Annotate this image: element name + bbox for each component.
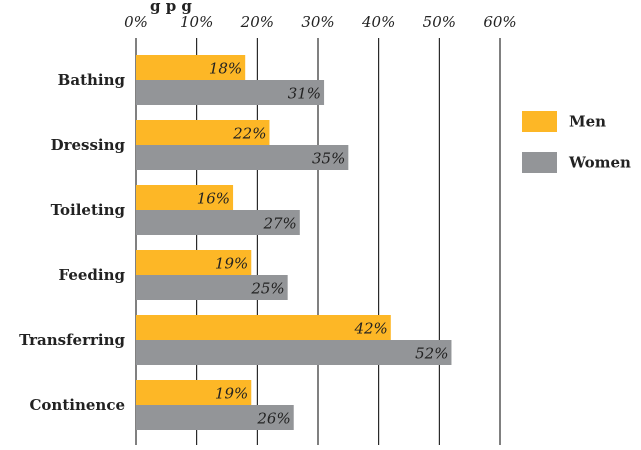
bar-men: [136, 315, 391, 340]
data-label: 22%: [232, 125, 266, 143]
data-label: 19%: [215, 385, 248, 403]
bar-men: [136, 250, 252, 275]
category-label: Transferring: [19, 331, 125, 349]
category-label: Bathing: [58, 71, 126, 89]
x-tick-label: 30%: [301, 13, 334, 31]
data-label: 31%: [288, 85, 321, 103]
data-label: 42%: [353, 320, 387, 338]
chart-title-fragment: g p g: [150, 0, 192, 15]
bar-women: [136, 80, 325, 105]
bar-men: [136, 380, 252, 405]
x-tick-label: 0%: [124, 13, 148, 31]
data-label: 19%: [215, 255, 248, 273]
bar-women: [136, 275, 288, 300]
data-label: 35%: [312, 150, 345, 168]
category-label: Feeding: [59, 266, 126, 284]
data-label: 18%: [209, 60, 242, 78]
x-tick-label: 10%: [180, 13, 213, 31]
category-label: Dressing: [51, 136, 126, 154]
bar-men: [136, 120, 270, 145]
data-label: 25%: [250, 280, 284, 298]
x-axis-ticks: 0% 10% 20% 30% 40% 50% 60%: [124, 13, 517, 31]
data-label: 26%: [256, 410, 290, 428]
legend-label: Women: [568, 154, 631, 172]
x-tick-label: 50%: [423, 13, 456, 31]
gridlines: [135, 38, 501, 445]
category-label: Toileting: [51, 201, 126, 219]
bar-women: [136, 340, 452, 365]
x-tick-label: 60%: [483, 13, 516, 31]
data-label: 52%: [415, 345, 448, 363]
legend: Men Women: [522, 111, 631, 173]
bar-men: [136, 185, 234, 210]
data-label: 27%: [262, 215, 296, 233]
x-tick-label: 40%: [361, 13, 395, 31]
category-labels: Bathing Dressing Toileting Feeding Transferr…: [19, 71, 125, 414]
bars: 18%31%22%35%16%27%19%25%42%52%19%26%: [136, 55, 452, 430]
bar-women: [136, 210, 300, 235]
x-tick-label: 20%: [240, 13, 274, 31]
bar-men: [136, 55, 246, 80]
bar-women: [136, 405, 294, 430]
legend-label: Men: [569, 113, 606, 131]
category-label: Continence: [29, 396, 125, 414]
data-label: 16%: [197, 190, 230, 208]
bar-women: [136, 145, 349, 170]
legend-swatch-women: [522, 152, 557, 173]
legend-swatch-men: [522, 111, 557, 132]
